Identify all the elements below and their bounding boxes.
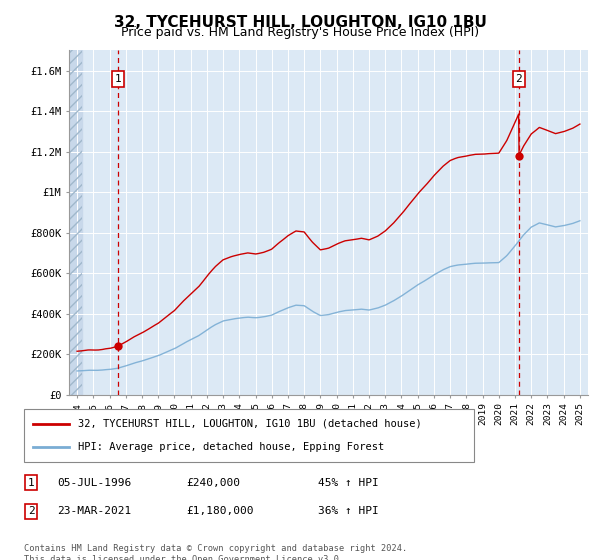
Text: Contains HM Land Registry data © Crown copyright and database right 2024.
This d: Contains HM Land Registry data © Crown c… [24, 544, 407, 560]
Text: 32, TYCEHURST HILL, LOUGHTON, IG10 1BU (detached house): 32, TYCEHURST HILL, LOUGHTON, IG10 1BU (… [78, 419, 422, 429]
Text: 23-MAR-2021: 23-MAR-2021 [57, 506, 131, 516]
Text: £1,180,000: £1,180,000 [186, 506, 254, 516]
Text: 1: 1 [115, 74, 121, 84]
Text: 36% ↑ HPI: 36% ↑ HPI [318, 506, 379, 516]
Bar [69, 50, 82, 395]
Text: Price paid vs. HM Land Registry's House Price Index (HPI): Price paid vs. HM Land Registry's House … [121, 26, 479, 39]
Bar [69, 50, 82, 395]
Text: 2: 2 [28, 506, 35, 516]
Text: 32, TYCEHURST HILL, LOUGHTON, IG10 1BU: 32, TYCEHURST HILL, LOUGHTON, IG10 1BU [113, 15, 487, 30]
Text: 45% ↑ HPI: 45% ↑ HPI [318, 478, 379, 488]
Text: 1: 1 [28, 478, 35, 488]
Text: 2: 2 [515, 74, 522, 84]
Text: 05-JUL-1996: 05-JUL-1996 [57, 478, 131, 488]
Text: £240,000: £240,000 [186, 478, 240, 488]
FancyBboxPatch shape [24, 409, 474, 462]
Text: HPI: Average price, detached house, Epping Forest: HPI: Average price, detached house, Eppi… [78, 442, 384, 452]
